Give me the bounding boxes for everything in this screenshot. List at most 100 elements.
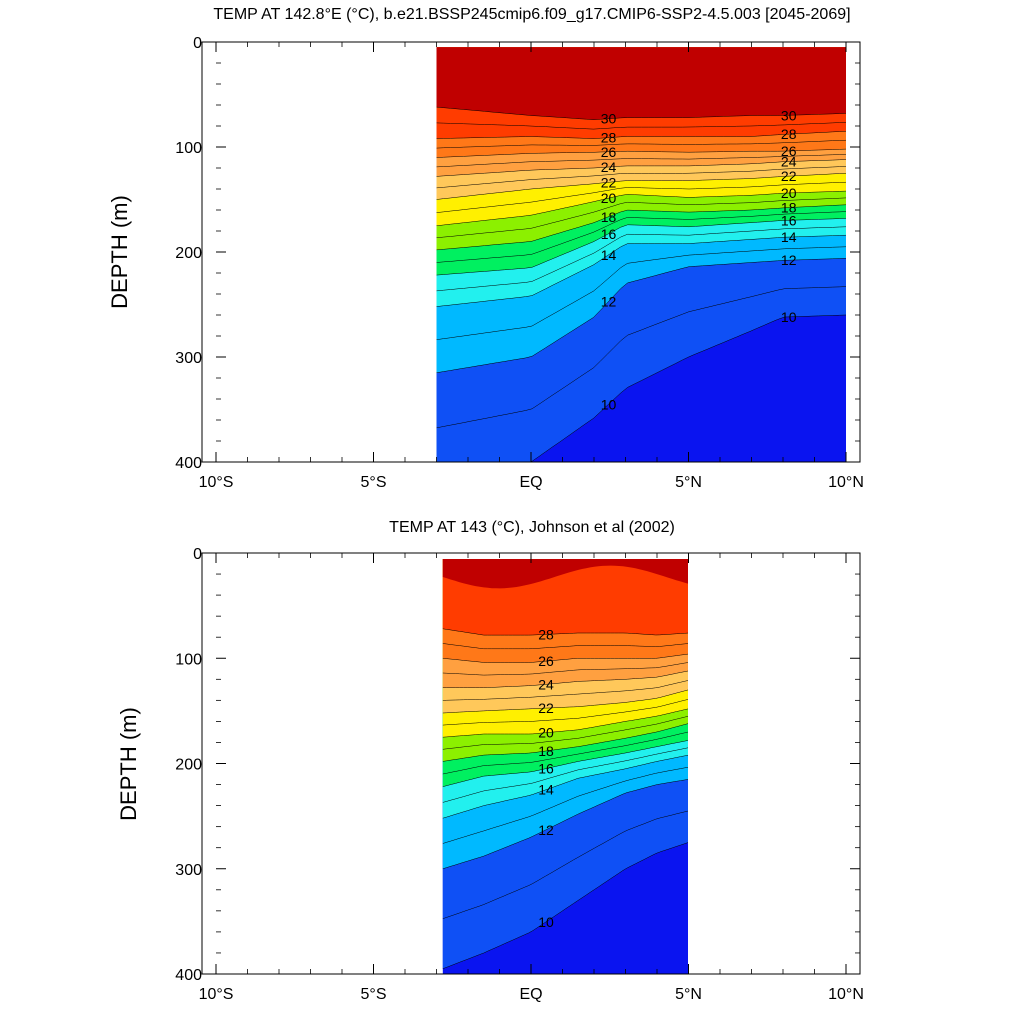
contour-label-20: 20 bbox=[601, 190, 617, 206]
isotherm-10 bbox=[528, 314, 846, 462]
temp-band-warm-cap bbox=[436, 47, 846, 74]
isotherm-20 bbox=[442, 708, 688, 738]
contour-label-east-14: 14 bbox=[781, 229, 797, 245]
isotherm-21 bbox=[442, 699, 688, 726]
isotherm-15 bbox=[436, 226, 846, 292]
isotherm-22 bbox=[442, 689, 688, 714]
isotherm-18 bbox=[436, 204, 846, 251]
contour-label-16: 16 bbox=[601, 226, 617, 242]
isotherm-12 bbox=[442, 779, 688, 870]
contour-label-east-16: 16 bbox=[781, 212, 797, 228]
contour-label-east-20: 20 bbox=[781, 185, 797, 201]
isotherm-11 bbox=[436, 286, 846, 429]
isotherm-29 bbox=[436, 122, 846, 130]
top-axes: 10°S 5°S EQ 5°N 10°N 0 100 200 300 400 bbox=[175, 35, 864, 491]
contour-label-10: 10 bbox=[601, 396, 617, 412]
x-tick-label: 5°S bbox=[361, 986, 387, 1003]
contour-label-12: 12 bbox=[538, 822, 554, 838]
isotherm-25 bbox=[442, 662, 688, 676]
isotherm-23 bbox=[436, 166, 846, 189]
contour-label-east-10: 10 bbox=[781, 309, 797, 325]
isotherm-16 bbox=[442, 740, 688, 787]
isotherm-24 bbox=[436, 159, 846, 177]
contour-label-26: 26 bbox=[601, 144, 617, 160]
contour-label-26: 26 bbox=[538, 653, 554, 669]
bottom-panel-title: TEMP AT 143 (°C), Johnson et al (2002) bbox=[389, 519, 675, 536]
top-y-axis-label: DEPTH (m) bbox=[107, 195, 132, 309]
x-tick-label: 5°S bbox=[361, 474, 387, 491]
y-tick-label: 300 bbox=[175, 862, 202, 879]
contour-label-20: 20 bbox=[538, 725, 554, 741]
isotherm-23 bbox=[442, 680, 688, 701]
isotherm-27 bbox=[442, 643, 688, 650]
contour-label-18: 18 bbox=[538, 743, 554, 759]
x-tick-label: 5°N bbox=[675, 986, 702, 1003]
isotherm-28 bbox=[442, 628, 688, 636]
bottom-axes: 10°S 5°S EQ 5°N 10°N 0 100 200 300 400 bbox=[175, 546, 864, 1003]
isotherm-16 bbox=[436, 218, 846, 276]
x-tick-label: 10°N bbox=[828, 986, 864, 1003]
isotherm-19 bbox=[442, 715, 688, 750]
isotherm-26 bbox=[442, 653, 688, 663]
contour-label-east-18: 18 bbox=[781, 200, 797, 216]
isotherm-13 bbox=[442, 767, 688, 844]
y-tick-label: 300 bbox=[175, 350, 202, 367]
bottom-temperature-field bbox=[442, 559, 688, 974]
contour-label-east-24: 24 bbox=[781, 154, 797, 170]
isotherm-14 bbox=[436, 234, 846, 307]
contour-label-east-12: 12 bbox=[781, 252, 797, 268]
y-tick-label: 0 bbox=[193, 35, 202, 52]
y-tick-label: 200 bbox=[175, 757, 202, 774]
contour-label-east-26: 26 bbox=[781, 143, 797, 159]
isotherm-21 bbox=[436, 181, 846, 213]
y-tick-label: 400 bbox=[175, 455, 202, 472]
y-tick-label: 200 bbox=[175, 245, 202, 262]
contour-label-24: 24 bbox=[538, 676, 554, 692]
y-tick-label: 100 bbox=[175, 140, 202, 157]
top-panel: TEMP AT 142.8°E (°C), b.e21.BSSP245cmip6… bbox=[107, 6, 864, 491]
isotherm-12 bbox=[436, 258, 846, 374]
bottom-panel: TEMP AT 143 (°C), Johnson et al (2002) 2… bbox=[116, 519, 864, 1003]
isotherm-27 bbox=[436, 139, 846, 149]
contour-label-18: 18 bbox=[601, 209, 617, 225]
top-temperature-field bbox=[436, 47, 846, 462]
contour-label-22: 22 bbox=[538, 700, 554, 716]
x-tick-label: 10°N bbox=[828, 474, 864, 491]
contour-label-12: 12 bbox=[601, 294, 617, 310]
isotherm-17 bbox=[436, 211, 846, 263]
x-tick-label: 10°S bbox=[199, 986, 234, 1003]
isotherm-13 bbox=[436, 246, 846, 340]
bottom-contour-labels: 28 26 24 22 20 18 16 14 12 10 bbox=[538, 626, 554, 930]
isotherm-17 bbox=[442, 731, 688, 775]
contour-label-14: 14 bbox=[538, 782, 554, 798]
isotherm-10 bbox=[442, 842, 688, 969]
contour-label-28: 28 bbox=[601, 130, 617, 146]
isotherm-25 bbox=[436, 154, 846, 168]
isotherm-18 bbox=[442, 723, 688, 762]
isotherm-14 bbox=[442, 754, 688, 819]
isotherm-26 bbox=[436, 148, 846, 158]
top-panel-title: TEMP AT 142.8°E (°C), b.e21.BSSP245cmip6… bbox=[213, 6, 850, 23]
isotherm-15 bbox=[442, 747, 688, 803]
isotherm-24 bbox=[442, 670, 688, 688]
contour-label-10: 10 bbox=[538, 914, 554, 930]
x-tick-label: EQ bbox=[519, 986, 542, 1003]
isotherm-19 bbox=[436, 197, 846, 239]
temp-band-warm-cap bbox=[442, 559, 688, 589]
x-tick-label: 10°S bbox=[199, 474, 234, 491]
contour-label-16: 16 bbox=[538, 761, 554, 777]
contour-label-28: 28 bbox=[538, 626, 554, 642]
y-tick-label: 400 bbox=[175, 967, 202, 984]
x-tick-label: EQ bbox=[519, 474, 542, 491]
bottom-y-axis-label: DEPTH (m) bbox=[116, 707, 141, 821]
contour-label-24: 24 bbox=[601, 159, 617, 175]
contour-label-14: 14 bbox=[601, 247, 617, 263]
bottom-contour-lines bbox=[442, 628, 688, 969]
top-contour-lines bbox=[436, 106, 846, 462]
y-tick-label: 0 bbox=[193, 546, 202, 563]
isotherm-30 bbox=[436, 106, 846, 120]
contour-label-east-28: 28 bbox=[781, 126, 797, 142]
contour-label-30: 30 bbox=[601, 111, 617, 127]
